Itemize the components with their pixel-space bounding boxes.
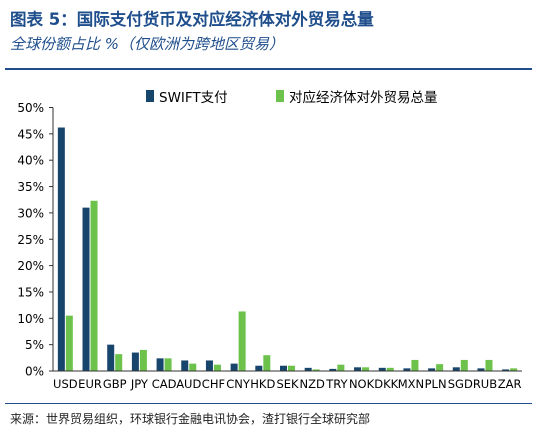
bar-swift — [156, 358, 164, 371]
bar-swift — [329, 368, 337, 371]
bar-trade — [238, 311, 246, 371]
bar-swift — [107, 344, 115, 371]
y-tick-label: 40% — [17, 154, 44, 168]
y-tick-label: 35% — [17, 180, 44, 194]
x-tick-label: HKD — [250, 377, 275, 391]
bar-swift — [477, 368, 485, 371]
bar-trade — [460, 359, 468, 371]
bar-swift — [452, 367, 460, 371]
bar-trade — [411, 359, 419, 371]
y-tick-label: 50% — [17, 101, 44, 115]
bar-chart: 0% 5% 10% 15% 20% 25% 30% 35% 40% 45% 50% USD EUR GBP… — [17, 101, 522, 391]
x-tick-label: ZAR — [498, 377, 522, 391]
bar-swift — [428, 368, 436, 371]
source-note: 来源：世界贸易组织，环球银行金融电讯协会，渣打银行全球研究部 — [10, 412, 371, 426]
bar-swift — [181, 360, 189, 371]
legend-label-swift: SWIFT支付 — [159, 90, 228, 106]
y-tick-label: 15% — [17, 285, 44, 299]
x-tick-label: AUD — [176, 377, 201, 391]
chart-title: 图表 5：国际支付货币及对应经济体对外贸易总量 — [10, 10, 374, 29]
y-tick-label: 20% — [17, 259, 44, 273]
y-tick-label: 30% — [17, 206, 44, 220]
y-tick-label: 0% — [25, 365, 44, 379]
footer-divider — [5, 403, 532, 404]
bar-swift — [230, 363, 238, 371]
x-tick-label: NOK — [349, 377, 375, 391]
bar-swift — [304, 367, 312, 371]
x-tick-label: CAD — [152, 377, 177, 391]
legend-label-trade: 对应经济体对外贸易总量 — [289, 90, 438, 106]
y-tick-label: 5% — [25, 338, 44, 352]
bar-trade — [90, 200, 98, 371]
x-tick-label: CHF — [202, 377, 225, 391]
bar-trade — [115, 354, 123, 371]
bar-trade — [337, 364, 345, 371]
bar-trade — [436, 364, 444, 371]
bar-swift — [403, 368, 411, 371]
bar-trade — [65, 315, 73, 371]
y-tick-label: 25% — [17, 233, 44, 247]
bar-trade — [164, 358, 172, 371]
bar-trade — [189, 363, 197, 371]
legend-item-trade: 对应经济体对外贸易总量 — [276, 86, 438, 106]
bar-swift — [82, 207, 90, 371]
x-tick-label: GBP — [103, 377, 127, 391]
x-tick-label: SEK — [276, 377, 299, 391]
x-tick-label: JPY — [130, 377, 149, 391]
bar-trade — [362, 367, 370, 371]
bar-swift — [502, 369, 510, 371]
bar-swift — [280, 365, 287, 371]
bar-trade — [213, 364, 221, 371]
legend-item-swift: SWIFT支付 — [146, 86, 228, 106]
x-tick-label: PLN — [425, 377, 447, 391]
x-tick-label: RUB — [473, 377, 497, 391]
bar-swift — [354, 367, 362, 371]
chart-subtitle: 全球份额占比 %（仅欧洲为跨地区贸易） — [10, 35, 285, 53]
x-tick-label: NZD — [300, 377, 325, 391]
bar-trade — [485, 359, 493, 371]
legend-swatch-swift — [146, 90, 154, 102]
bar-trade — [312, 369, 320, 371]
x-tick-label: EUR — [78, 377, 102, 391]
y-tick-label: 45% — [17, 127, 44, 141]
bar-trade — [263, 355, 271, 371]
x-tick-label: SGD — [448, 377, 473, 391]
bar-trade — [510, 368, 518, 371]
title-divider — [5, 68, 532, 70]
x-tick-label: MXN — [398, 377, 424, 391]
bar-trade — [139, 349, 147, 371]
bar-swift — [378, 367, 386, 371]
x-tick-label: CNY — [226, 377, 251, 391]
bar-trade — [288, 365, 295, 371]
legend-swatch-trade — [276, 90, 284, 102]
bar-swift — [255, 365, 263, 371]
x-tick-label: DKK — [374, 377, 398, 391]
bar-trade — [386, 367, 394, 371]
bar-swift — [57, 127, 65, 371]
x-tick-label: TRY — [325, 377, 348, 391]
x-tick-label: USD — [53, 377, 78, 391]
y-tick-label: 10% — [17, 312, 44, 326]
bar-swift — [205, 360, 213, 371]
bar-swift — [131, 352, 139, 371]
